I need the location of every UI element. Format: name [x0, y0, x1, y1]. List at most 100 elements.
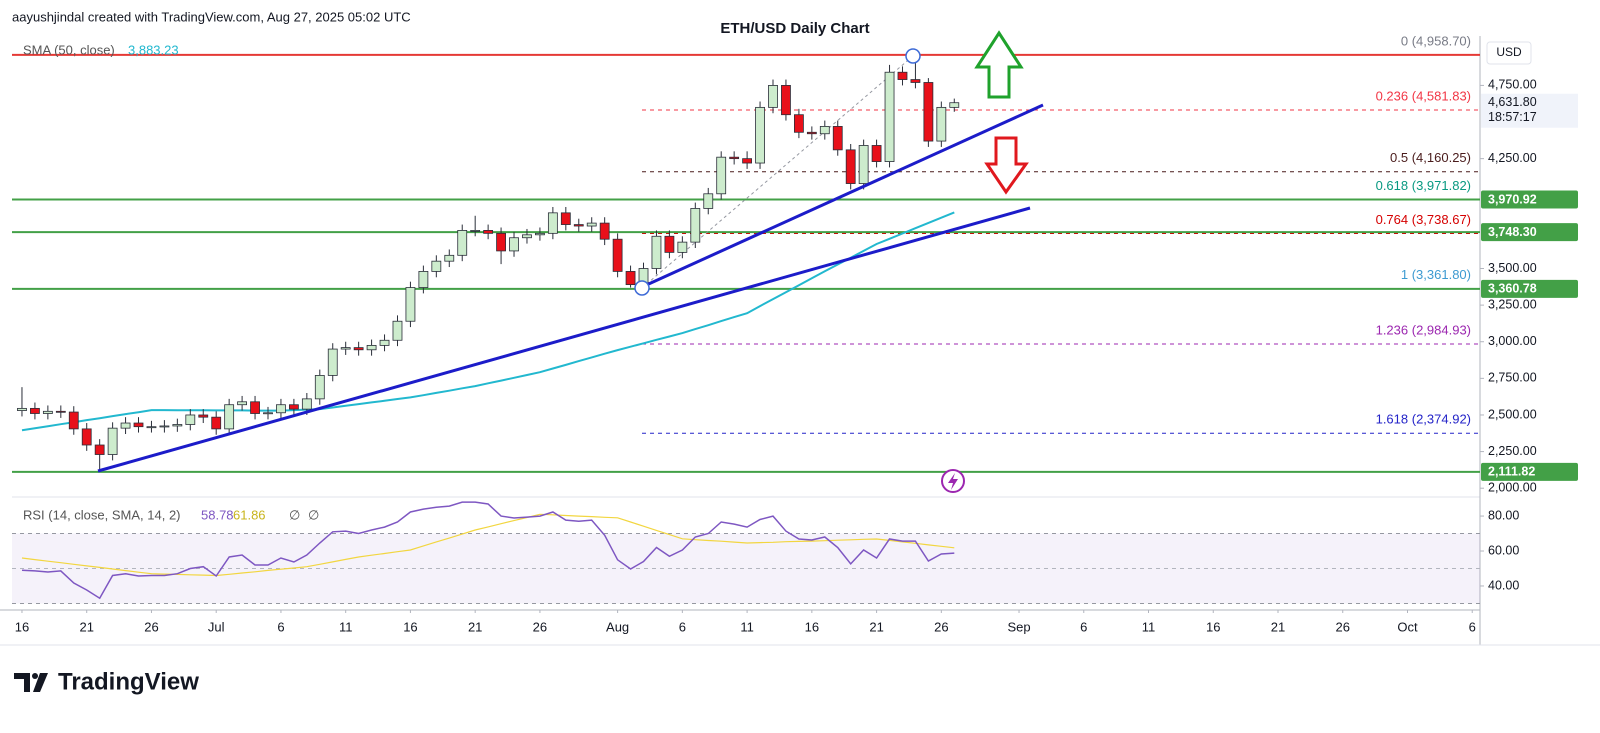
candle-body [185, 414, 196, 425]
candle-body [910, 79, 921, 83]
candle-body [586, 222, 597, 227]
candle-body [716, 156, 727, 195]
x-tick-label: 6 [1080, 619, 1087, 634]
rsi-y-tick-label: 60.00 [1488, 543, 1519, 557]
x-tick-label: 21 [468, 619, 482, 634]
level-box [1481, 223, 1578, 242]
candle-body [17, 407, 27, 411]
candle-body [366, 344, 377, 351]
fib-anchor [634, 280, 650, 296]
trendline [641, 103, 1044, 289]
last-price-box [1481, 93, 1578, 128]
candle-body [55, 410, 66, 413]
candle-body [923, 82, 934, 142]
last-price-label: 4,631.80 [1488, 95, 1537, 109]
x-tick-label: 6 [1469, 619, 1476, 634]
brand-logo [14, 673, 48, 692]
x-tick-label: 16 [1206, 619, 1220, 634]
x-tick-label: 26 [934, 619, 948, 634]
candle-body [599, 222, 610, 240]
rsi-y-tick-label: 40.00 [1488, 578, 1519, 592]
x-tick-label: 21 [1271, 619, 1285, 634]
fib-label: 0 (4,958.70) [1401, 33, 1471, 48]
x-tick-label: 11 [339, 619, 353, 634]
x-tick-label: Sep [1007, 619, 1030, 634]
candle-body [457, 230, 468, 256]
candle-body [340, 347, 351, 350]
fib-label: 0.618 (3,971.82) [1376, 178, 1471, 193]
candle-body [81, 428, 92, 446]
candle-body [133, 422, 144, 428]
candle-body [94, 444, 105, 455]
x-tick-label: 6 [679, 619, 686, 634]
candle-body [573, 224, 584, 227]
candle-body [742, 158, 753, 164]
candle-body [237, 401, 247, 406]
level-box [1481, 190, 1578, 209]
chart-title: ETH/USD Daily Chart [720, 20, 869, 37]
candle-body [806, 131, 817, 135]
candle-body [768, 85, 778, 108]
sma-line [21, 211, 955, 432]
level-box [1481, 279, 1578, 298]
y-tick-label: 3,000.00 [1488, 334, 1537, 348]
fib-label: 1 (3,361.80) [1401, 267, 1471, 282]
candle-body [405, 287, 416, 322]
candle-body [470, 230, 481, 232]
x-tick-label: 26 [533, 619, 547, 634]
candle-body [522, 234, 532, 239]
rsi-na: ∅ [308, 507, 319, 522]
x-tick-label: 26 [144, 619, 158, 634]
sma-legend-value: 3,883.23 [128, 42, 179, 57]
fib-label: 0.764 (3,738.67) [1376, 212, 1471, 227]
trendline [97, 206, 1031, 473]
candle-body [560, 212, 571, 225]
candle-body [547, 212, 558, 234]
candle-body [314, 375, 325, 400]
x-tick-label: 6 [277, 619, 284, 634]
candle-body [327, 348, 338, 376]
candle-body [159, 425, 170, 428]
x-tick-label: 21 [79, 619, 93, 634]
fib-label: 0.5 (4,160.25) [1390, 150, 1471, 165]
level-box [1481, 462, 1578, 481]
countdown: 18:57:17 [1488, 110, 1537, 124]
x-tick-label: 11 [740, 619, 754, 634]
candle-body [68, 411, 79, 430]
y-tick-label: 2,000.00 [1488, 481, 1537, 495]
rsi-y-tick-label: 80.00 [1488, 508, 1519, 522]
candle-body [418, 271, 429, 288]
candle-body [301, 398, 312, 410]
currency: USD [1496, 45, 1522, 59]
level-label: 3,748.30 [1488, 225, 1537, 239]
candle-body [146, 426, 157, 429]
candle-body [431, 260, 442, 272]
fib-label: 0.236 (4,581.83) [1376, 88, 1471, 103]
up-arrow [974, 30, 1024, 99]
y-tick-label: 2,250.00 [1488, 444, 1537, 458]
candle-body [664, 235, 675, 253]
candle-body [832, 126, 843, 151]
candle-body [690, 208, 701, 243]
panes [0, 36, 1600, 646]
candle-body [496, 232, 506, 252]
candle-body [612, 238, 623, 272]
fib-label: 1.236 (2,984.93) [1376, 322, 1471, 337]
candle-body [483, 230, 494, 234]
event-icon [941, 469, 965, 493]
candle-body [871, 145, 882, 162]
candle-body [353, 347, 364, 351]
level-label: 3,360.78 [1488, 282, 1537, 296]
fib-label: 1.618 (2,374.92) [1376, 412, 1471, 427]
candle-body [288, 404, 299, 410]
candle-body [535, 232, 545, 236]
x-tick-label: 26 [1336, 619, 1350, 634]
candle-body [936, 106, 947, 142]
candle-body [819, 126, 830, 135]
x-tick-label: 21 [869, 619, 883, 634]
candle-body [949, 102, 960, 108]
candle-body [379, 339, 390, 346]
